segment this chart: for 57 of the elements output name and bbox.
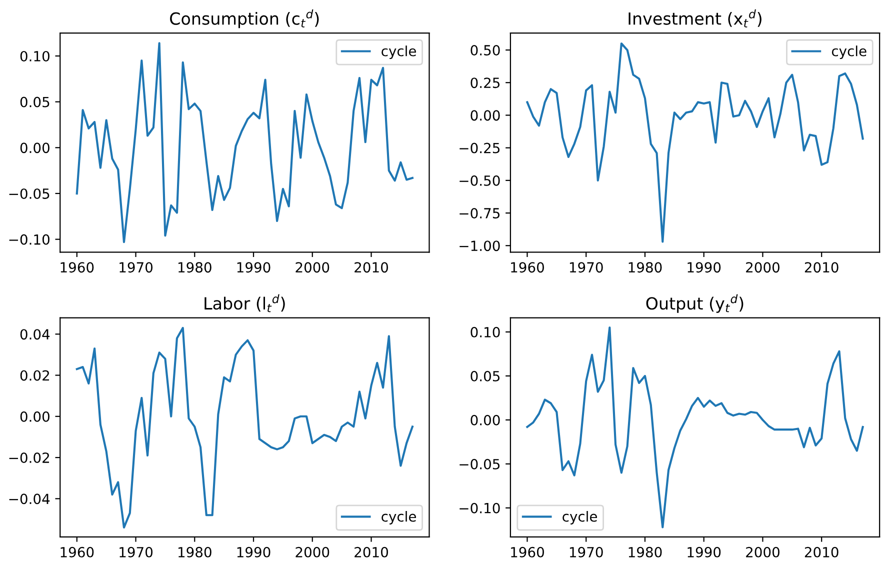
y-tick-label: 0.00 bbox=[20, 411, 50, 422]
x-tick-label: 1980 bbox=[628, 262, 662, 273]
y-tick-label: −0.75 bbox=[460, 208, 500, 218]
y-tick-label: 0.04 bbox=[20, 329, 50, 340]
y-tick-label: −0.25 bbox=[460, 142, 500, 154]
x-tick-label: 2000 bbox=[746, 546, 780, 558]
y-tick-label: −0.05 bbox=[9, 188, 50, 199]
y-tick-label: −0.50 bbox=[460, 175, 500, 186]
y-tick-label: −1.00 bbox=[460, 240, 500, 252]
x-tick-label: 1990 bbox=[688, 546, 721, 558]
y-tick-label: −0.10 bbox=[9, 234, 50, 245]
chart-title: Output (y$_{t}$$^{d}$) bbox=[646, 294, 744, 313]
line-series bbox=[526, 326, 864, 528]
x-tick-label: 2010 bbox=[804, 262, 838, 273]
y-tick-label: 0.50 bbox=[470, 44, 500, 56]
y-tick-label: −0.04 bbox=[9, 494, 50, 504]
x-tick-label: 2010 bbox=[804, 546, 838, 558]
chart-title: Consumption (c$_{t}$$^{d}$) bbox=[170, 9, 319, 28]
x-tick-label: 2000 bbox=[746, 262, 780, 273]
x-tick-label: 2000 bbox=[296, 262, 330, 273]
x-tick-label: 2010 bbox=[354, 262, 388, 273]
x-tick-label: 1990 bbox=[688, 262, 721, 273]
legend-label: cycle bbox=[832, 46, 866, 59]
y-tick-label: 0.00 bbox=[470, 414, 500, 426]
x-tick-label: 1970 bbox=[120, 262, 153, 273]
y-tick-label: 0.00 bbox=[20, 142, 50, 154]
chart-title: Labor (l$_{t}$$^{d}$) bbox=[204, 294, 285, 312]
chart-title: Investment (x$_{t}$$^{d}$) bbox=[628, 9, 762, 28]
x-tick-label: 2010 bbox=[354, 546, 388, 558]
y-tick-label: −0.02 bbox=[9, 452, 49, 464]
line-series bbox=[76, 326, 414, 529]
x-tick-label: 1990 bbox=[237, 262, 270, 273]
y-tick-label: 0.25 bbox=[470, 78, 500, 88]
y-tick-label: −0.05 bbox=[460, 458, 500, 470]
y-tick-label: 0.10 bbox=[20, 50, 50, 62]
x-tick-label: 2000 bbox=[296, 546, 330, 558]
x-tick-label: 1990 bbox=[237, 546, 270, 558]
x-tick-label: 1960 bbox=[511, 262, 544, 273]
line-series bbox=[76, 42, 414, 244]
y-tick-label: 0.05 bbox=[470, 370, 500, 382]
legend-label: cycle bbox=[382, 511, 416, 524]
x-tick-label: 1960 bbox=[60, 546, 94, 558]
x-tick-label: 1980 bbox=[628, 546, 662, 558]
legend-label: cycle bbox=[562, 511, 597, 524]
x-tick-label: 1980 bbox=[178, 546, 212, 558]
x-tick-label: 1980 bbox=[178, 262, 212, 273]
y-tick-label: −0.10 bbox=[460, 502, 500, 514]
x-tick-label: 1960 bbox=[60, 262, 94, 273]
x-tick-label: 1960 bbox=[511, 546, 544, 558]
legend-label: cycle bbox=[382, 46, 416, 59]
y-tick-label: 0.05 bbox=[20, 96, 50, 108]
y-tick-label: 0.02 bbox=[20, 370, 49, 381]
y-tick-label: 0.10 bbox=[470, 326, 500, 338]
x-tick-label: 1970 bbox=[570, 546, 603, 558]
y-tick-label: 0.00 bbox=[470, 110, 500, 121]
x-tick-label: 1970 bbox=[120, 546, 153, 558]
x-tick-label: 1970 bbox=[570, 262, 603, 273]
